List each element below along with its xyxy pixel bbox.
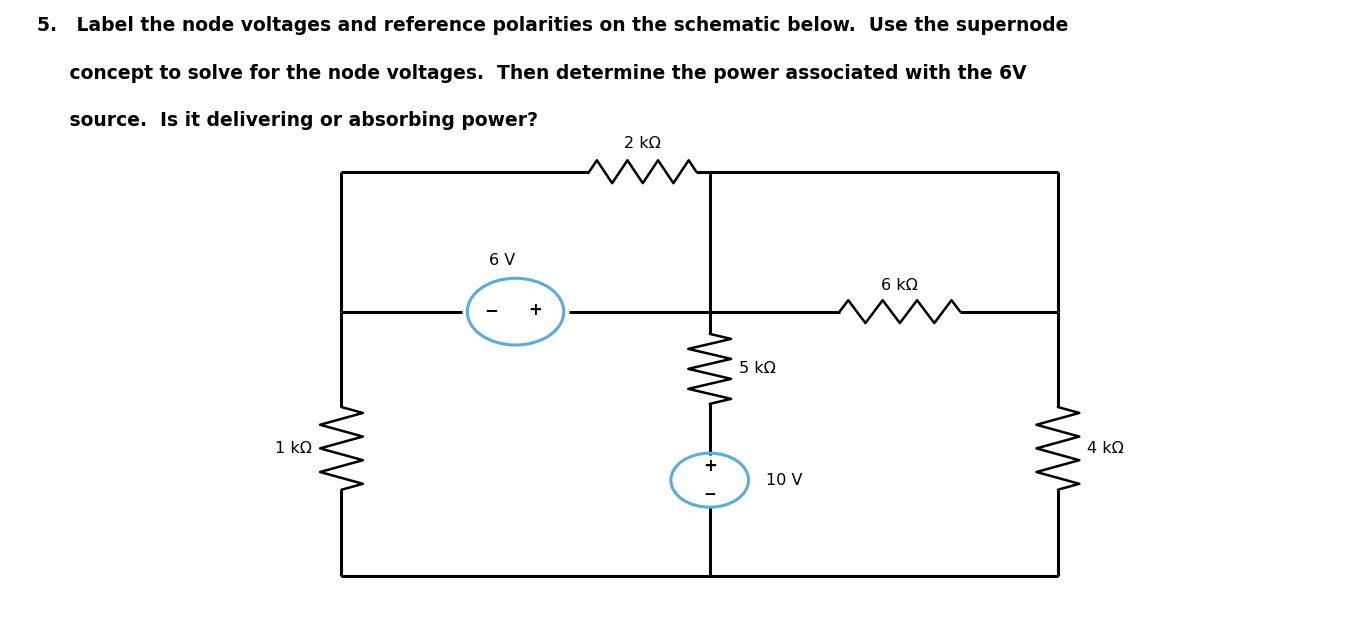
Text: 1 kΩ: 1 kΩ [274, 441, 312, 456]
Text: −: − [484, 301, 499, 319]
Text: 5 kΩ: 5 kΩ [740, 361, 776, 377]
Text: 6 V: 6 V [489, 253, 515, 268]
Text: +: + [703, 457, 717, 475]
Text: −: − [703, 487, 717, 502]
Text: 2 kΩ: 2 kΩ [625, 136, 661, 151]
Text: 10 V: 10 V [767, 473, 803, 488]
Text: 4 kΩ: 4 kΩ [1087, 441, 1125, 456]
Text: concept to solve for the node voltages.  Then determine the power associated wit: concept to solve for the node voltages. … [38, 64, 1028, 83]
Text: +: + [529, 301, 542, 319]
Text: source.  Is it delivering or absorbing power?: source. Is it delivering or absorbing po… [38, 111, 538, 130]
Text: 6 kΩ: 6 kΩ [882, 277, 918, 293]
Text: 5.   Label the node voltages and reference polarities on the schematic below.  U: 5. Label the node voltages and reference… [38, 16, 1069, 35]
